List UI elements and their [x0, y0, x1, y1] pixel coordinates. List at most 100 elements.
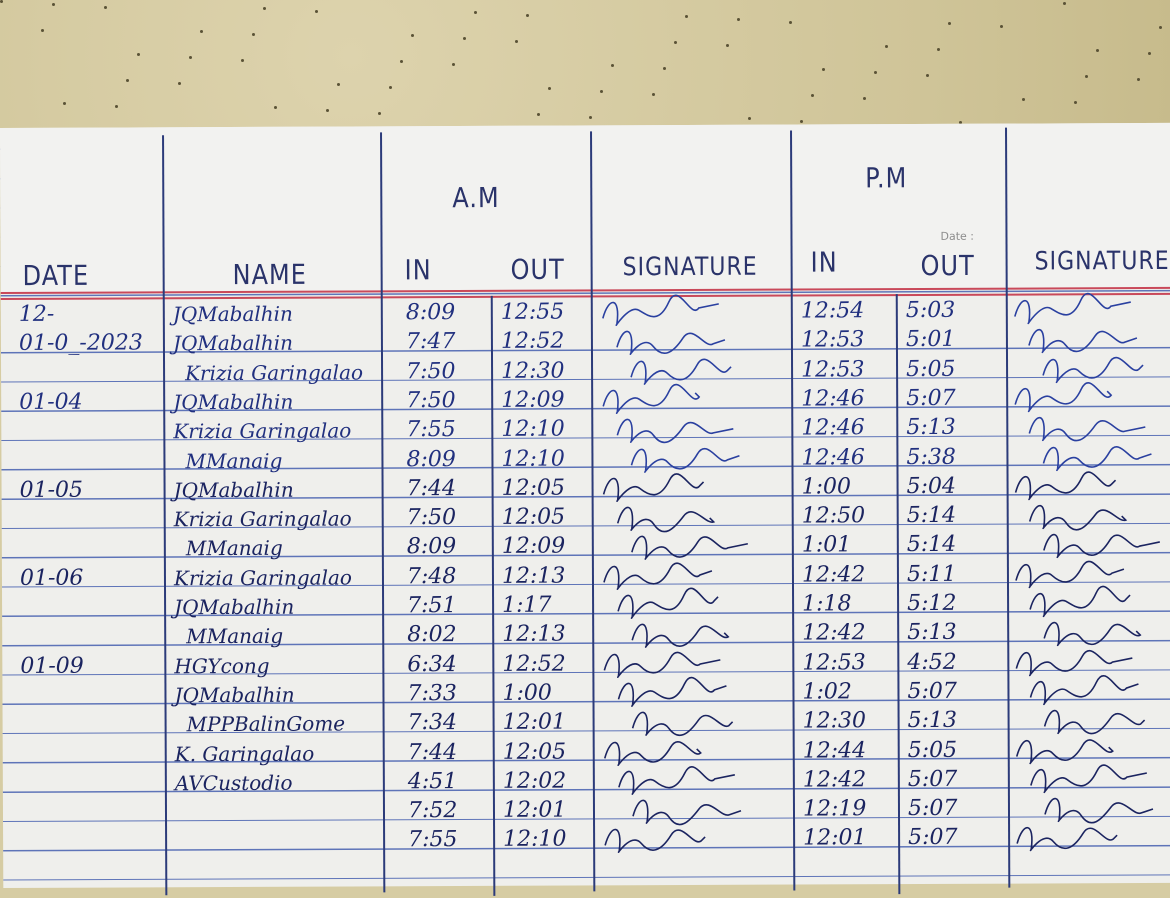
row-am-out: 12:05	[502, 739, 567, 765]
row-am-in: 7:48	[406, 563, 457, 589]
row-am-in: 7:50	[406, 505, 457, 531]
row-date: 01-09	[20, 653, 84, 679]
row-am-out: 12:09	[501, 533, 566, 560]
wall-speck	[474, 11, 477, 14]
row-pm-out: 5:01	[905, 327, 956, 353]
pm-signature-scribble	[1014, 381, 1113, 413]
header-am-signature: SIGNATURE	[622, 252, 758, 283]
row-pm-out: 5:07	[908, 825, 958, 851]
pm-signature-scribble	[1042, 445, 1152, 471]
row-pm-out: 5:38	[906, 444, 956, 470]
table-row: JQMabalhin 7:51 1:17 1:18 5:12	[2, 585, 1170, 622]
row-pm-in: 12:46	[801, 386, 865, 412]
wall-speck	[178, 82, 181, 85]
row-pm-in: 12:53	[802, 649, 866, 676]
wall-speck	[1022, 98, 1025, 101]
row-am-out: 1:17	[502, 592, 552, 618]
wall-speck	[1148, 52, 1151, 55]
am-signature-scribble	[604, 829, 706, 854]
row-pm-in: 12:46	[801, 415, 865, 441]
wall-speck	[452, 63, 455, 66]
row-am-out: 12:55	[500, 299, 565, 325]
log-rows: 12- JQMabalhin 8:09 12:55 12:54 5:03 01-0_-202…	[0, 123, 1170, 854]
pm-signature-scribble	[1028, 505, 1128, 531]
row-pm-in: 12:53	[800, 327, 865, 353]
wall-speck	[726, 44, 729, 47]
row-am-out: 1:00	[502, 680, 552, 706]
wall-speck	[137, 53, 140, 56]
row-pm-in: 1:00	[801, 474, 852, 500]
am-signature-scribble	[631, 711, 734, 737]
wall-speck	[378, 112, 381, 115]
wall-speck	[115, 105, 118, 108]
pm-signature-scribble	[1016, 827, 1118, 852]
wall-speck	[1085, 75, 1088, 78]
row-pm-in: 12:42	[802, 620, 866, 646]
wall-speck	[1063, 2, 1066, 5]
wall-speck	[126, 79, 129, 82]
wall-speck	[537, 113, 540, 116]
wall-speck	[789, 21, 792, 24]
row-name: JQMabalhin	[174, 594, 295, 620]
row-am-out: 12:10	[501, 416, 565, 443]
table-row: MPPBalinGome 7:34 12:01 12:30 5:13	[3, 705, 1170, 739]
row-pm-out: 5:07	[907, 795, 958, 822]
wall-speck	[600, 90, 603, 93]
row-am-in: 7:55	[406, 417, 456, 443]
wall-speck	[959, 121, 962, 124]
am-signature-scribble	[602, 383, 701, 414]
row-am-in: 8:09	[405, 300, 456, 326]
row-am-in: 7:50	[406, 358, 456, 384]
table-row: JQMabalhin 7:33 1:00 1:02 5:07	[2, 674, 1170, 710]
row-name: JQMabalhin	[173, 389, 294, 415]
header-pm-signature: SIGNATURE	[1034, 247, 1170, 277]
row-pm-out: 4:52	[907, 649, 957, 675]
header-pm-out: OUT	[920, 249, 975, 283]
row-pm-out: 5:13	[906, 415, 956, 441]
wall-speck	[52, 3, 55, 6]
row-pm-in: 1:18	[802, 591, 852, 617]
row-am-out: 12:10	[503, 826, 567, 853]
wall-speck	[822, 68, 825, 71]
row-name: MManaig	[186, 624, 284, 649]
pm-signature-scribble	[1044, 797, 1154, 824]
row-name: Krizia Garingalao	[173, 506, 352, 532]
am-signature-scribble	[631, 536, 748, 561]
am-signature-scribble	[630, 447, 740, 473]
row-pm-in: 12:50	[801, 503, 866, 529]
row-am-out: 12:01	[502, 797, 567, 823]
row-date: 01-05	[19, 477, 84, 503]
row-pm-in: 12:44	[802, 737, 867, 764]
row-name: MManaig	[185, 536, 283, 561]
wall-speck	[674, 41, 677, 44]
row-pm-in: 12:42	[801, 561, 866, 588]
am-signature-scribble	[616, 418, 734, 444]
wall-speck	[189, 56, 192, 59]
row-name: MPPBalinGome	[186, 711, 346, 737]
logbook-page: DATE NAME A.M IN OUT SIGNATURE P.M IN OU…	[0, 122, 1170, 896]
pm-signature-scribble	[1028, 417, 1146, 442]
table-row: MManaig 8:09 12:09 1:01 5:14	[2, 529, 1170, 563]
wall-speck	[515, 40, 518, 43]
pm-signature-scribble	[1028, 329, 1138, 354]
wall-speck	[526, 14, 529, 17]
table-row: 01-05 JQMabalhin 7:44 12:05 1:00 5:04	[2, 471, 1170, 505]
row-date: 01-04	[19, 389, 83, 415]
row-pm-out: 5:14	[906, 532, 957, 558]
row-name: MManaig	[185, 448, 283, 473]
row-pm-in: 1:01	[801, 532, 852, 558]
wall-speck	[652, 93, 655, 96]
table-row: Krizia Garingalao 7:55 12:10 12:46 5:13	[1, 412, 1170, 446]
wall-speck	[41, 29, 44, 32]
wall-speck	[948, 22, 951, 25]
wall-speck	[863, 97, 866, 100]
wall-speck	[885, 45, 888, 48]
am-signature-scribble	[617, 676, 727, 707]
table-row: 01-04 JQMabalhin 7:50 12:09 12:46 5:07	[1, 381, 1170, 417]
pm-signature-scribble	[1029, 585, 1131, 618]
row-am-out: 12:52	[500, 328, 565, 355]
wall-speck	[389, 86, 392, 89]
header-date: DATE	[22, 259, 90, 293]
row-pm-out: 5:13	[907, 708, 958, 734]
table-row: MManaig 8:09 12:10 12:46 5:38	[1, 441, 1170, 475]
